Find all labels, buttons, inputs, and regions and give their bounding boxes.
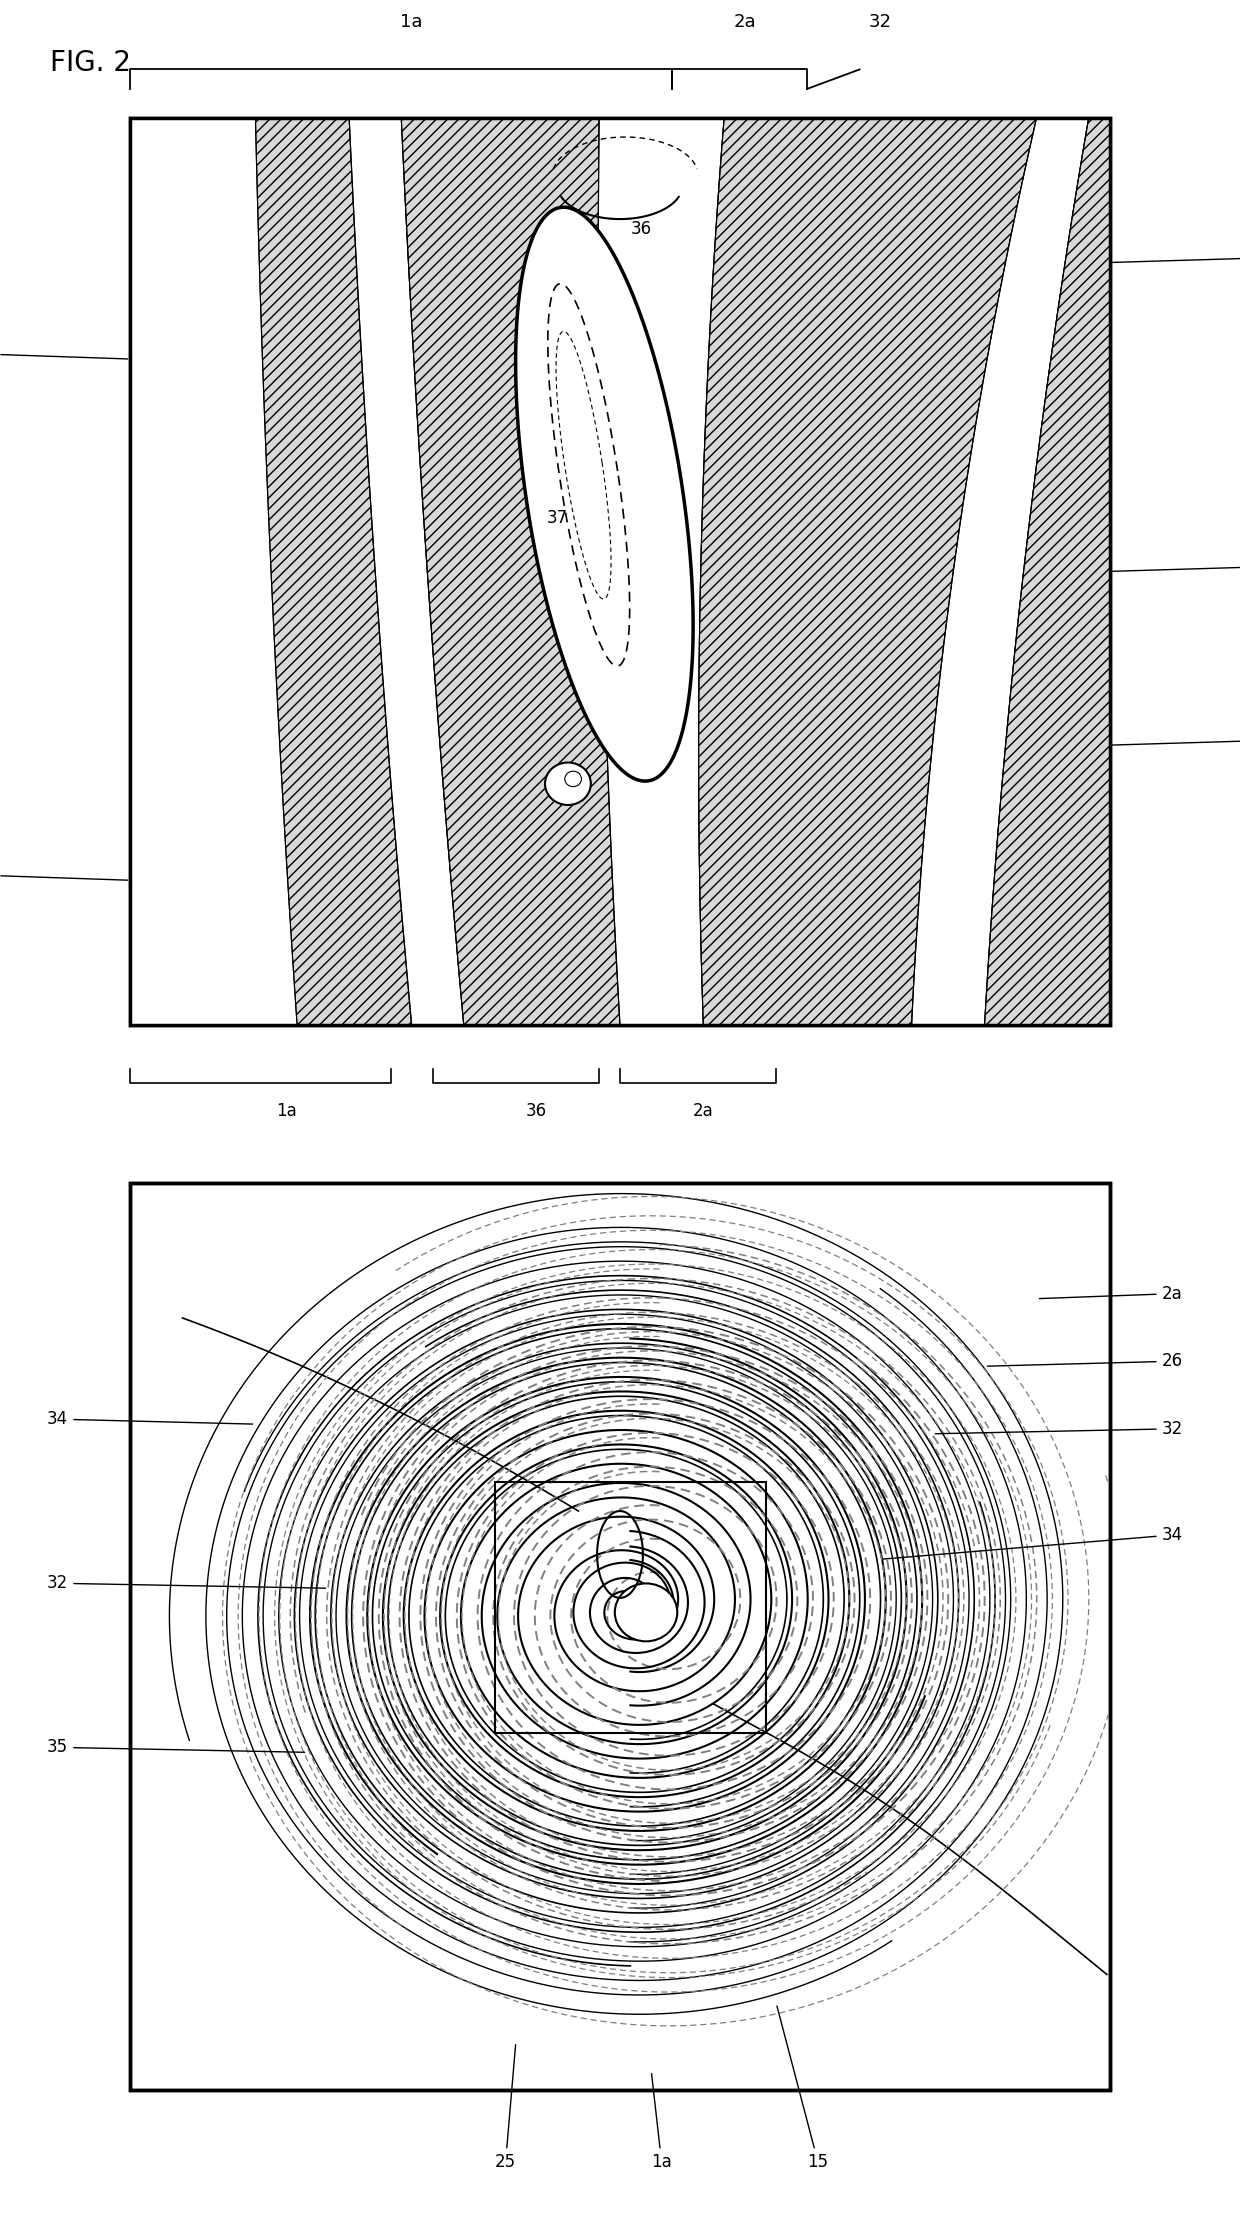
Text: 25: 25 xyxy=(0,344,128,364)
Text: 1a: 1a xyxy=(401,13,423,31)
Text: FIG. 2: FIG. 2 xyxy=(50,49,130,78)
Text: 2a: 2a xyxy=(1039,1285,1183,1303)
Text: 1a: 1a xyxy=(277,1103,298,1121)
Text: 37: 37 xyxy=(547,508,568,528)
Text: 34: 34 xyxy=(883,1527,1183,1560)
Text: 26: 26 xyxy=(987,1351,1183,1371)
Text: 2a: 2a xyxy=(734,13,756,31)
Text: 32: 32 xyxy=(869,13,892,31)
Polygon shape xyxy=(985,118,1110,1025)
Polygon shape xyxy=(130,118,298,1025)
Text: 26: 26 xyxy=(1112,249,1240,266)
Polygon shape xyxy=(599,118,724,1025)
Polygon shape xyxy=(698,118,1037,1025)
Circle shape xyxy=(564,772,582,788)
Text: 34: 34 xyxy=(0,865,128,885)
Text: 34: 34 xyxy=(47,1409,253,1429)
Circle shape xyxy=(546,763,590,805)
Text: 35: 35 xyxy=(1112,730,1240,750)
Text: 36: 36 xyxy=(630,220,651,237)
Text: 36: 36 xyxy=(526,1103,547,1121)
Text: 1a: 1a xyxy=(651,2073,672,2172)
Text: 38: 38 xyxy=(1112,557,1240,575)
Text: 32: 32 xyxy=(935,1420,1183,1438)
Circle shape xyxy=(615,1584,677,1642)
Text: 25: 25 xyxy=(495,2044,516,2172)
Text: 15: 15 xyxy=(777,2006,828,2172)
Text: 35: 35 xyxy=(47,1737,305,1757)
Polygon shape xyxy=(350,118,464,1025)
Text: 2a: 2a xyxy=(693,1103,714,1121)
Polygon shape xyxy=(516,206,693,781)
Polygon shape xyxy=(402,118,620,1025)
Text: 32: 32 xyxy=(47,1573,326,1593)
Polygon shape xyxy=(911,118,1089,1025)
Polygon shape xyxy=(255,118,412,1025)
Bar xyxy=(495,1482,766,1733)
